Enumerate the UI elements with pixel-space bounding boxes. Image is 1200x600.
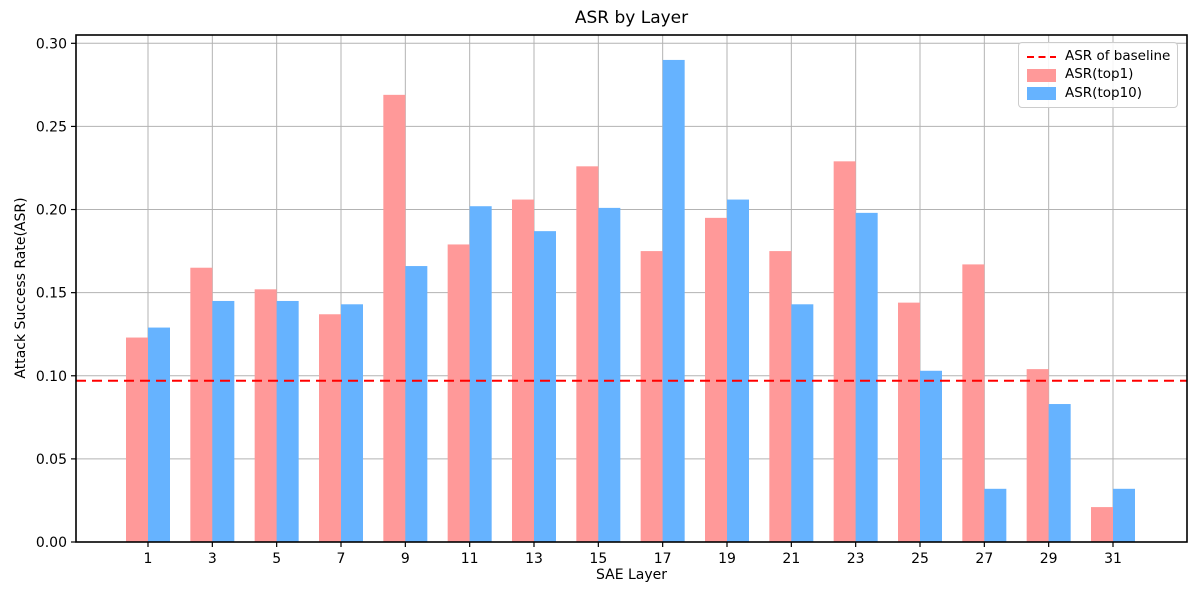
bar-top10-layer-17 bbox=[662, 59, 685, 543]
x-tick-label: 1 bbox=[144, 551, 153, 567]
y-tick-label: 0.05 bbox=[36, 452, 67, 468]
bar-top10-layer-1 bbox=[148, 327, 170, 542]
y-tick-label: 0.25 bbox=[36, 119, 67, 135]
bar-top1-layer-31 bbox=[1091, 507, 1113, 542]
y-tick-label: 0.30 bbox=[36, 36, 67, 52]
bar-top1-layer-9 bbox=[383, 94, 406, 542]
y-tick-label: 0.20 bbox=[36, 203, 67, 219]
bar-top10-layer-19 bbox=[727, 199, 749, 543]
x-tick-label: 7 bbox=[337, 551, 346, 567]
bar-top10-layer-13 bbox=[534, 231, 556, 542]
legend-item-top1: ASR(top1) bbox=[1027, 68, 1168, 82]
bar-top10-layer-27 bbox=[984, 488, 1007, 542]
bar-top1-layer-1 bbox=[126, 337, 148, 542]
x-tick-label: 27 bbox=[975, 551, 993, 567]
bar-top10-layer-3 bbox=[212, 300, 235, 542]
bar-top1-layer-27 bbox=[962, 264, 985, 542]
bar-top1-layer-5 bbox=[254, 289, 277, 542]
x-tick-label: 5 bbox=[272, 551, 281, 567]
x-axis-label: SAE Layer bbox=[595, 567, 668, 583]
y-tick-label: 0.10 bbox=[36, 369, 67, 385]
x-tick-label: 25 bbox=[911, 551, 929, 567]
legend: ASR of baseline ASR(top1) ASR(top10) bbox=[1018, 42, 1178, 108]
x-tick-label: 13 bbox=[525, 551, 543, 567]
bar-top1-layer-21 bbox=[769, 251, 792, 542]
top10-color-swatch bbox=[1027, 86, 1056, 100]
bar-top1-layer-7 bbox=[319, 314, 341, 542]
x-tick-label: 15 bbox=[589, 551, 607, 567]
x-tick-label: 23 bbox=[847, 551, 865, 567]
axes-spines bbox=[75, 34, 1188, 543]
y-tick-label: 0.15 bbox=[36, 286, 67, 302]
x-tick-label: 3 bbox=[208, 551, 217, 567]
x-tick-label: 19 bbox=[718, 551, 736, 567]
bar-top10-layer-23 bbox=[855, 212, 878, 542]
bar-top10-layer-31 bbox=[1113, 488, 1135, 542]
x-tick-label: 29 bbox=[1040, 551, 1058, 567]
x-tick-label: 17 bbox=[654, 551, 672, 567]
bar-top10-layer-11 bbox=[469, 206, 492, 542]
bar-top1-layer-3 bbox=[190, 267, 213, 542]
x-tick-label: 11 bbox=[461, 551, 479, 567]
bar-top10-layer-5 bbox=[276, 300, 299, 542]
bar-top1-layer-13 bbox=[512, 199, 534, 543]
legend-label-top10: ASR(top10) bbox=[1065, 84, 1143, 101]
bar-top10-layer-25 bbox=[920, 370, 942, 542]
legend-item-baseline: ASR of baseline bbox=[1027, 48, 1171, 64]
x-tick-label: 21 bbox=[782, 551, 800, 567]
chart-title: ASR by Layer bbox=[574, 8, 689, 28]
bar-top1-layer-29 bbox=[1026, 369, 1049, 542]
x-tick-label: 9 bbox=[401, 551, 410, 567]
legend-label-baseline: ASR of baseline bbox=[1065, 48, 1171, 64]
bar-top1-layer-11 bbox=[447, 244, 470, 543]
x-tick-label: 31 bbox=[1104, 551, 1122, 567]
bar-top1-layer-17 bbox=[640, 251, 663, 542]
bar-top1-layer-15 bbox=[576, 166, 599, 543]
top1-color-swatch bbox=[1027, 68, 1056, 82]
bar-top10-layer-9 bbox=[405, 266, 428, 542]
legend-item-top10: ASR(top10) bbox=[1027, 84, 1168, 101]
legend-label-top1: ASR(top1) bbox=[1065, 66, 1134, 83]
bar-top10-layer-15 bbox=[598, 207, 621, 542]
bar-top10-layer-29 bbox=[1048, 404, 1071, 542]
bar-top1-layer-25 bbox=[898, 302, 920, 542]
bar-top10-layer-21 bbox=[791, 304, 814, 542]
y-tick-label: 0.00 bbox=[36, 535, 67, 551]
baseline-dashed-line-swatch bbox=[1027, 55, 1056, 58]
bar-top10-layer-7 bbox=[341, 304, 363, 542]
bar-top1-layer-23 bbox=[833, 161, 856, 543]
